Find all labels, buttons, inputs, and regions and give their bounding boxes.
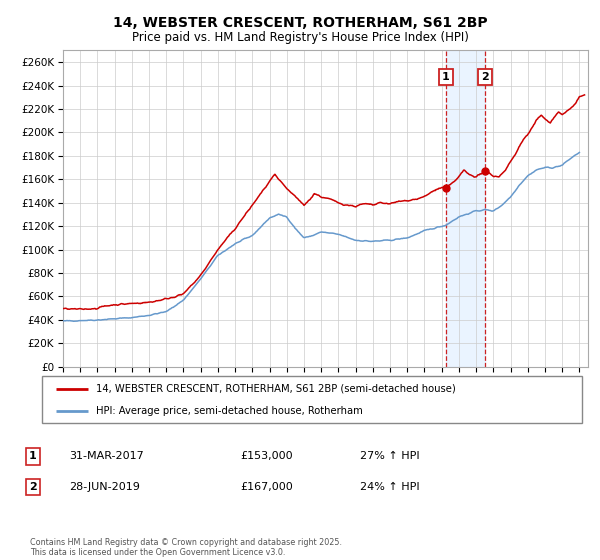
Text: 1: 1 — [29, 451, 37, 461]
Bar — [446, 50, 485, 367]
Text: 1: 1 — [442, 72, 450, 82]
Text: 31-MAR-2017: 31-MAR-2017 — [69, 451, 144, 461]
Text: 2: 2 — [481, 72, 488, 82]
Text: HPI: Average price, semi-detached house, Rotherham: HPI: Average price, semi-detached house,… — [96, 406, 363, 416]
Text: Contains HM Land Registry data © Crown copyright and database right 2025.
This d: Contains HM Land Registry data © Crown c… — [30, 538, 342, 557]
Text: £153,000: £153,000 — [240, 451, 293, 461]
Text: 14, WEBSTER CRESCENT, ROTHERHAM, S61 2BP: 14, WEBSTER CRESCENT, ROTHERHAM, S61 2BP — [113, 16, 487, 30]
Text: £167,000: £167,000 — [240, 482, 293, 492]
Text: 28-JUN-2019: 28-JUN-2019 — [69, 482, 140, 492]
Text: 14, WEBSTER CRESCENT, ROTHERHAM, S61 2BP (semi-detached house): 14, WEBSTER CRESCENT, ROTHERHAM, S61 2BP… — [96, 384, 456, 394]
Text: 24% ↑ HPI: 24% ↑ HPI — [360, 482, 419, 492]
Text: 27% ↑ HPI: 27% ↑ HPI — [360, 451, 419, 461]
Text: Price paid vs. HM Land Registry's House Price Index (HPI): Price paid vs. HM Land Registry's House … — [131, 31, 469, 44]
Text: 2: 2 — [29, 482, 37, 492]
